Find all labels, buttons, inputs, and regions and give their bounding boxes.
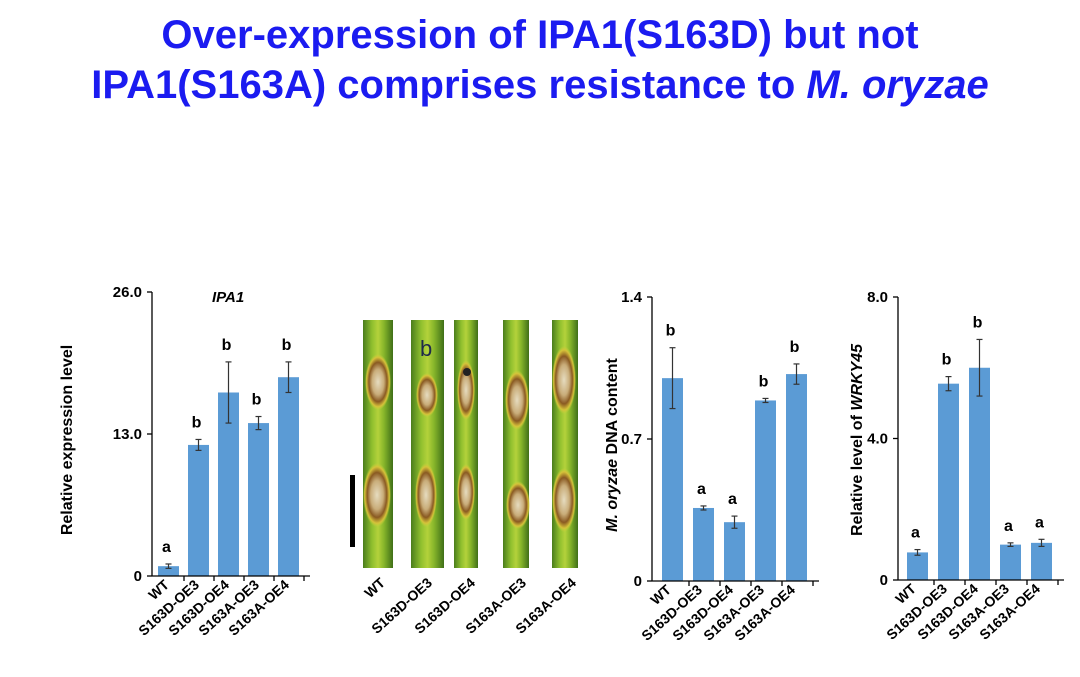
significance-letter: a — [162, 539, 171, 556]
bar — [158, 566, 179, 576]
bar — [938, 383, 959, 580]
significance-letter: b — [790, 339, 800, 356]
significance-letter: b — [282, 337, 292, 354]
chart2-bars: b a a b b — [662, 323, 807, 581]
leaf-s163a-oe4 — [552, 320, 578, 568]
chart1-title: IPA1 — [212, 289, 244, 306]
bar — [1031, 542, 1052, 580]
chart1-ylabel: Relative expression level — [59, 345, 76, 535]
title-line-1: Over-expression of IPA1(S163D) but not — [161, 13, 919, 57]
slide-title: Over-expression of IPA1(S163D) but not I… — [0, 10, 1080, 110]
chart3-ylabel-rest: Relative level of — [849, 411, 866, 536]
leaf-label: WT — [361, 574, 388, 601]
chart2-ylabel-italic: M. oryzae — [604, 459, 621, 532]
chart1-yticks: 0 13.0 26.0 — [113, 284, 152, 585]
leaf-s163d-oe4 — [454, 320, 478, 568]
wrky45-chart: Relative level of WRKY45 0 4.0 8.0 a b b a a W… — [849, 289, 1064, 643]
bar — [969, 367, 990, 580]
bar — [662, 378, 683, 581]
chart2-yticks: 0 0.7 1.4 — [621, 289, 652, 590]
significance-letter: a — [697, 481, 706, 498]
significance-letter: b — [666, 323, 676, 340]
chart3-yticks: 0 4.0 8.0 — [867, 289, 898, 589]
title-line-2-text: IPA1(S163A) comprises resistance to — [91, 63, 807, 107]
bar — [248, 423, 269, 576]
leaf-marker-mark: b — [420, 336, 432, 361]
bar — [218, 392, 239, 576]
significance-letter: b — [252, 392, 262, 409]
y-tick-label: 8.0 — [867, 289, 888, 306]
significance-letter: a — [911, 525, 920, 542]
ipa1-expression-chart: Relative expression level IPA1 0 13.0 26.0… — [59, 284, 310, 639]
m-oryzae-dna-chart: M. oryzae DNA content 0 0.7 1.4 b a a b b WTS1… — [604, 289, 819, 644]
chart2-ylabel-rest: DNA content — [604, 358, 621, 459]
y-tick-label: 0.7 — [621, 431, 642, 448]
chart3-bars: a b b a a — [907, 314, 1052, 580]
y-tick-label: 26.0 — [113, 284, 142, 301]
y-tick-label: 0 — [134, 568, 142, 585]
bar — [755, 400, 776, 581]
bar — [693, 507, 714, 581]
leaf-s163d-oe3-1: b — [411, 320, 444, 568]
significance-letter: b — [759, 373, 769, 390]
significance-letter: b — [942, 352, 952, 369]
y-tick-label: 4.0 — [867, 431, 888, 448]
bar — [278, 377, 299, 576]
bar — [1000, 544, 1021, 580]
chart2-ylabel: M. oryzae DNA content — [604, 358, 621, 532]
leaf-s163a-oe3 — [503, 320, 530, 568]
bar — [188, 444, 209, 576]
y-tick-label: 0 — [634, 573, 642, 590]
scale-bar — [350, 475, 355, 547]
bar — [786, 374, 807, 581]
bar — [907, 552, 928, 580]
title-species-italic: M. oryzae — [806, 63, 989, 107]
chart1-bars: a b b b b — [158, 337, 299, 576]
leaf-wt — [363, 320, 393, 568]
significance-letter: b — [222, 337, 232, 354]
bar — [724, 522, 745, 581]
y-tick-label: 13.0 — [113, 426, 142, 443]
significance-letter: b — [192, 414, 202, 431]
chart3-ylabel-italic: WRKY45 — [849, 343, 866, 411]
significance-letter: b — [973, 314, 983, 331]
significance-letter: a — [1035, 514, 1044, 531]
y-tick-label: 1.4 — [621, 289, 643, 306]
significance-letter: a — [1004, 518, 1013, 535]
y-tick-label: 0 — [880, 572, 888, 589]
significance-letter: a — [728, 491, 737, 508]
chart3-ylabel: Relative level of WRKY45 — [849, 343, 866, 536]
title-line-2: IPA1(S163A) comprises resistance to M. o… — [0, 60, 1080, 110]
